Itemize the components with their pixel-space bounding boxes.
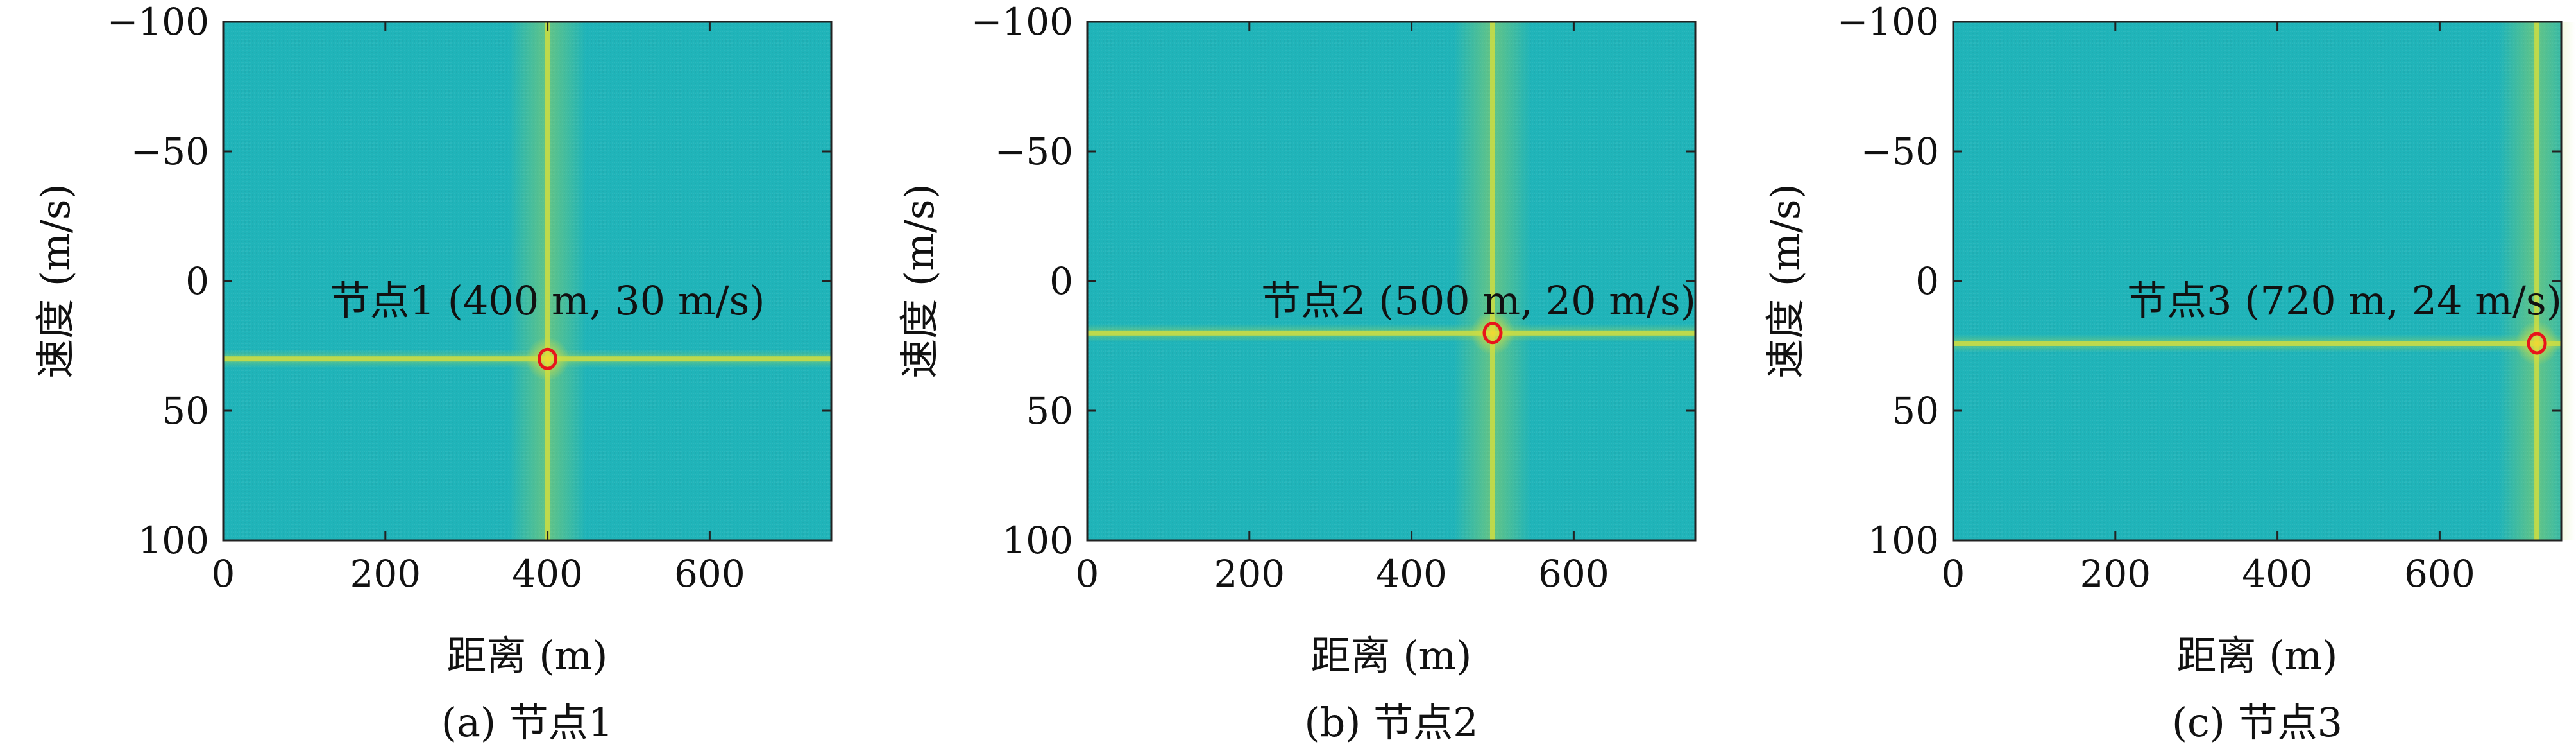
y-tick-label-a-2: 0 (185, 259, 209, 303)
heatmap-texture-b (1087, 22, 1695, 540)
axis-ticks-c: 0 200 400 600 −100 −50 0 50 100 (1837, 0, 2561, 596)
y-tick-label-b-4: 100 (1002, 519, 1073, 562)
peak-marker-a (538, 347, 558, 370)
peak-glow-c (2515, 321, 2559, 365)
noise-texture-b (1087, 22, 1695, 540)
y-tick-label-c-0: −100 (1837, 0, 1939, 44)
y-tick-label-a-3: 50 (162, 389, 209, 433)
x-tick-label-b-2: 400 (1376, 552, 1447, 596)
y-tick-label-c-2: 0 (1915, 259, 1939, 303)
y-tick-label-b-2: 0 (1049, 259, 1073, 303)
y-tick-label-b-1: −50 (995, 130, 1073, 173)
velocity-ridge-b (1087, 330, 1695, 336)
x-axis-label-b: 距离 (m) (1311, 632, 1472, 679)
heatmap-texture-c (1953, 22, 2576, 540)
peak-marker-b (1482, 322, 1503, 345)
x-tick-label-a-2: 400 (512, 552, 583, 596)
range-ridge-c (2534, 22, 2540, 540)
caption-b: (b) 节点2 (1304, 699, 1478, 746)
x-tick-label-b-1: 200 (1214, 552, 1285, 596)
y-tick-label-a-0: −100 (107, 0, 209, 44)
range-ridge-b (1490, 22, 1495, 540)
panel-b: 0 200 400 600 −100 −50 0 50 100 节点2 (500 m, 20 m… (896, 0, 1697, 746)
y-tick-label-b-0: −100 (971, 0, 1073, 44)
y-axis-label-c: 速度 (m/s) (1762, 184, 1809, 379)
peak-marker-c (2527, 332, 2547, 355)
y-tick-label-a-4: 100 (138, 519, 209, 562)
peak-annotation-b: 节点2 (500 m, 20 m/s) (1261, 277, 1696, 324)
heatmap-texture-a (223, 22, 831, 540)
axis-ticks-a: 0 200 400 600 −100 −50 0 50 100 (107, 0, 831, 596)
peak-annotation-c: 节点3 (720 m, 24 m/s) (2127, 277, 2562, 324)
panel-c: 0 200 400 600 −100 −50 0 50 100 节点3 (720 m, 24 m… (1762, 0, 2576, 746)
x-axis-label-c: 距离 (m) (2177, 632, 2338, 679)
caption-a: (a) 节点1 (441, 699, 614, 746)
x-tick-label-c-0: 0 (1942, 552, 1965, 596)
peak-glow-b (1471, 311, 1514, 355)
x-tick-label-b-0: 0 (1076, 552, 1099, 596)
x-tick-label-a-0: 0 (212, 552, 235, 596)
x-tick-label-c-1: 200 (2080, 552, 2151, 596)
y-axis-label-a: 速度 (m/s) (32, 184, 79, 379)
y-tick-label-c-4: 100 (1868, 519, 1939, 562)
peak-annotation-a: 节点1 (400 m, 30 m/s) (330, 277, 765, 324)
x-tick-label-a-3: 600 (674, 552, 745, 596)
velocity-ridge-c (1953, 340, 2561, 346)
y-tick-label-b-3: 50 (1026, 389, 1073, 433)
range-ridge-a (545, 22, 550, 540)
caption-c: (c) 节点3 (2172, 699, 2343, 746)
peak-glow-a (525, 337, 570, 381)
x-axis-label-a: 距离 (m) (447, 632, 608, 679)
noise-texture-c (1953, 22, 2561, 540)
x-tick-label-b-3: 600 (1538, 552, 1609, 596)
y-tick-label-a-1: −50 (131, 130, 209, 173)
y-tick-label-c-1: −50 (1861, 130, 1939, 173)
y-tick-label-c-3: 50 (1892, 389, 1939, 433)
x-tick-label-c-3: 600 (2404, 552, 2475, 596)
x-tick-label-a-1: 200 (350, 552, 421, 596)
x-tick-label-c-2: 400 (2242, 552, 2313, 596)
axis-ticks-b: 0 200 400 600 −100 −50 0 50 100 (971, 0, 1695, 596)
y-axis-label-b: 速度 (m/s) (896, 184, 943, 379)
panel-a: 0 200 400 600 −100 −50 0 50 100 节点1 (400 m, 30 m… (32, 0, 833, 746)
